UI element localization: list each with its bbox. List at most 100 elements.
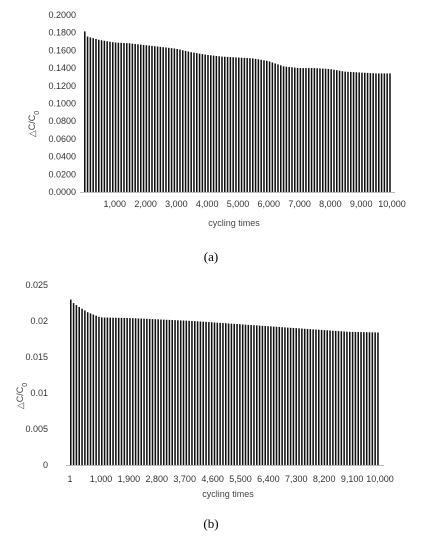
panel-b-bar (151, 319, 154, 465)
panel-a-bar (190, 52, 192, 192)
panel-a-x-tick-label: 7,000 (288, 199, 311, 209)
panel-b-x-tick-label: 7,300 (285, 474, 308, 484)
panel-a-bar (151, 45, 153, 192)
panel-a-bar (380, 73, 383, 192)
panel-a-x-tick-label: 1,000 (104, 199, 127, 209)
panel-b-bar (137, 318, 140, 465)
panel-b-bar (95, 315, 97, 465)
panel-a-bar (95, 38, 97, 193)
panel-b-bar (112, 317, 114, 465)
panel-a-bar (201, 54, 204, 192)
panel-b-x-tick-label: 1,000 (90, 474, 113, 484)
panel-a-bar (308, 68, 310, 192)
panel-a-bar (294, 67, 296, 192)
panel-a-y-axis-label: △C/C0 (27, 111, 41, 137)
panel-b-bar (337, 331, 340, 465)
panel-b-y-tick-label: 0.005 (25, 424, 48, 434)
panel-b-x-tick-label: 9,100 (341, 474, 364, 484)
panel-b-bar (126, 318, 128, 465)
panel-b-x-tick-labels: 1 1,000 1,900 2,800 3,700 4,600 5,500 6,400 7,30… (67, 474, 393, 484)
panel-b-bar (272, 326, 275, 465)
panel-a-x-tick-label: 10,000 (378, 199, 406, 209)
panel-b-bar (78, 306, 80, 465)
panel-a-bar (176, 48, 178, 193)
panel-a-bar (235, 57, 237, 193)
panel-b-bar (256, 325, 258, 465)
panel-a-x-tick-label: 3,000 (165, 199, 188, 209)
panel-b-bar (165, 319, 168, 465)
panel-b-x-tick-label: 4,600 (201, 474, 224, 484)
panel-b-bar (298, 328, 300, 465)
panel-b-bar (160, 319, 162, 465)
panel-a-bar (134, 43, 136, 193)
panel-a-bar (372, 73, 374, 192)
panel-b-bar (225, 323, 227, 465)
panel-a-bar (313, 68, 316, 192)
panel-a-bar (288, 66, 290, 192)
panel-b-bar (374, 332, 376, 465)
panel-b-bar (346, 331, 348, 465)
panel-a-y-tick-label: 0.0000 (48, 187, 76, 197)
panel-b-bar (365, 332, 368, 465)
panel-a-bar (383, 73, 386, 192)
panel-a-bar (187, 51, 190, 192)
panel-b-bar (357, 332, 359, 465)
panel-b-bar (89, 313, 92, 465)
panel-b-bar (315, 329, 317, 465)
panel-a-bar (120, 42, 122, 193)
panel-a-bar (154, 46, 156, 192)
panel-a-bar (137, 44, 139, 192)
panel-a-bar (162, 47, 164, 193)
panel-b-bar (115, 317, 117, 465)
panel-a-bar (170, 48, 173, 193)
panel-b-bar (230, 323, 233, 465)
panel-b-bar (143, 318, 145, 465)
panel-b: 0 0.005 0.01 0.015 0.02 0.025 1 1,000 1,900 2,80… (15, 280, 394, 531)
panel-a-bar (229, 57, 232, 192)
panel-a-y-tick-label: 0.1600 (48, 45, 76, 55)
panel-b-bar (182, 320, 185, 465)
panel-a-bar (196, 53, 198, 192)
panel-a-bar (296, 67, 299, 192)
panel-a-bar (131, 43, 134, 192)
panel-b-bar (244, 324, 247, 465)
panel-b-x-tick-label: 3,700 (173, 474, 196, 484)
panel-a-bar (378, 73, 380, 192)
panel-b-x-tick-label: 10,000 (366, 474, 394, 484)
panel-a-bar (243, 57, 246, 192)
panel-b-bar (329, 330, 331, 465)
panel-a-bar (204, 54, 206, 192)
panel-a-bar (350, 71, 352, 192)
panel-a-bar (280, 65, 282, 192)
panel-a-bar (277, 64, 279, 192)
panel-a-bar (274, 63, 276, 193)
panel-b-bar (258, 325, 261, 465)
panel-b-y-axis-label: △C/C0 (15, 383, 29, 409)
panel-a-y-tick-label: 0.1000 (48, 99, 76, 109)
panel-b-x-tick-label: 1,900 (118, 474, 141, 484)
panel-b-bar (250, 325, 252, 465)
panel-b-bar (75, 305, 78, 465)
panel-b-bar (261, 325, 264, 465)
panel-a-bar (268, 61, 271, 192)
panel-a-bar (226, 56, 229, 192)
panel-a-bar (238, 57, 240, 193)
panel-b-bar (117, 317, 120, 465)
panel-b-y-tick-labels: 0 0.005 0.01 0.015 0.02 0.025 (25, 280, 48, 470)
panel-a-bar (305, 68, 307, 192)
panel-a-bar (165, 47, 167, 192)
panel-a-bar (106, 41, 108, 193)
panel-b-bar (134, 318, 137, 465)
panel-b-bar (86, 312, 89, 465)
panel-a-bar (330, 69, 332, 192)
panel-b-x-tick-label: 6,400 (257, 474, 280, 484)
panel-b-bar (275, 326, 278, 465)
panel-a-bar (347, 71, 349, 192)
panel-a-bar (316, 68, 318, 192)
panel-a-y-tick-label: 0.1200 (48, 81, 76, 91)
panel-b-bar (72, 303, 75, 465)
panel-a-bar (210, 55, 212, 193)
panel-b-bar (199, 321, 202, 465)
panel-a-y-tick-label: 0.1400 (48, 63, 76, 73)
panel-a-bar (89, 37, 92, 193)
